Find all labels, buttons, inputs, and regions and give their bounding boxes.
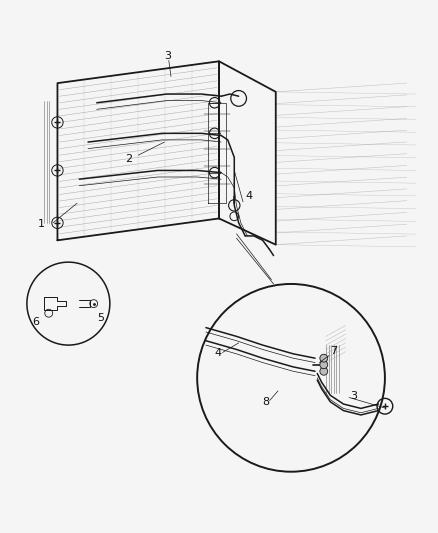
Text: 4: 4 (215, 348, 222, 358)
Circle shape (320, 361, 328, 369)
Circle shape (197, 284, 385, 472)
Circle shape (27, 262, 110, 345)
Text: 7: 7 (330, 346, 337, 356)
Text: 8: 8 (263, 397, 270, 407)
Text: 1: 1 (38, 219, 45, 229)
Text: 5: 5 (97, 313, 104, 323)
Circle shape (320, 354, 328, 362)
Text: 3: 3 (350, 391, 357, 401)
Text: 3: 3 (164, 51, 171, 61)
Circle shape (320, 367, 328, 375)
Text: 2: 2 (125, 154, 132, 164)
Text: 4: 4 (245, 191, 252, 201)
Text: 6: 6 (32, 318, 39, 327)
